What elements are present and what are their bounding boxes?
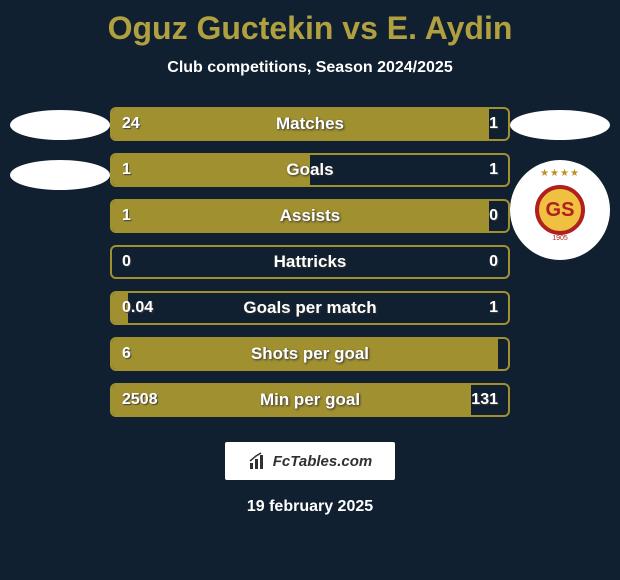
team-logo-placeholder	[10, 110, 110, 140]
stat-left-value: 6	[112, 339, 498, 369]
stat-right-value	[498, 339, 508, 369]
stat-row: 241Matches	[110, 107, 510, 141]
stat-left-value: 2508	[112, 385, 471, 415]
logo-inner: GS	[535, 185, 585, 235]
stat-row: 0.041Goals per match	[110, 291, 510, 325]
chart-icon	[248, 451, 268, 471]
logo-year: 1905	[552, 235, 568, 242]
stats-container: 241Matches 11Goals 10Assists 00Hattricks 0.0…	[110, 107, 510, 417]
page-title: Oguz Guctekin vs E. Aydin	[0, 0, 620, 47]
subtitle: Club competitions, Season 2024/2025	[0, 59, 620, 77]
stat-right-value: 1	[489, 109, 508, 139]
stat-left-value: 1	[112, 201, 489, 231]
stat-left-value: 0	[112, 247, 131, 277]
right-team-logos: ★★★★ GS1905	[505, 110, 615, 260]
stat-left-value: 24	[112, 109, 489, 139]
stat-right-value: 0	[489, 201, 508, 231]
left-team-logos	[5, 110, 115, 190]
stat-row: 2508131Min per goal	[110, 383, 510, 417]
stat-row: 10Assists	[110, 199, 510, 233]
stat-right-value: 1	[310, 155, 508, 185]
stat-right-value: 0	[131, 247, 508, 277]
team-logo-placeholder	[510, 110, 610, 140]
footer-date: 19 february 2025	[0, 498, 620, 516]
galatasaray-logo: ★★★★ GS1905	[510, 160, 610, 260]
stat-right-value: 131	[471, 385, 508, 415]
team-logo-placeholder	[10, 160, 110, 190]
stat-left-value: 1	[112, 155, 310, 185]
site-name: FcTables.com	[273, 453, 372, 470]
stat-row: 6Shots per goal	[110, 337, 510, 371]
logo-stars: ★★★★	[540, 168, 580, 179]
site-logo: FcTables.com	[225, 442, 395, 480]
stat-left-value: 0.04	[112, 293, 128, 323]
stat-row: 00Hattricks	[110, 245, 510, 279]
stat-row: 11Goals	[110, 153, 510, 187]
stat-right-value: 1	[128, 293, 508, 323]
